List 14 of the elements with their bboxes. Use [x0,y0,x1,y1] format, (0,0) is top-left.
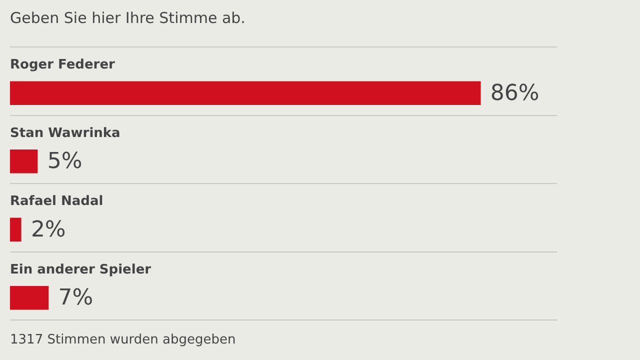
bar [10,286,49,310]
y-tick-label: Stan Wawrinka [10,126,120,141]
data-label: 2% [30,217,66,242]
data-label: 5% [47,149,82,174]
bar [10,81,481,105]
bar [10,150,38,174]
bar [10,218,22,242]
data-label: 86% [490,80,540,106]
y-tick-label: Rafael Nadal [10,194,104,209]
y-tick-label: Ein anderer Spieler [10,262,152,278]
data-label: 7% [58,286,94,311]
chart-title: Geben Sie hier Ihre Stimme ab. [10,8,246,27]
y-tick-label: Roger Federer [10,58,116,72]
text: 1317 Stimmen wurden abgegeben [10,332,236,348]
